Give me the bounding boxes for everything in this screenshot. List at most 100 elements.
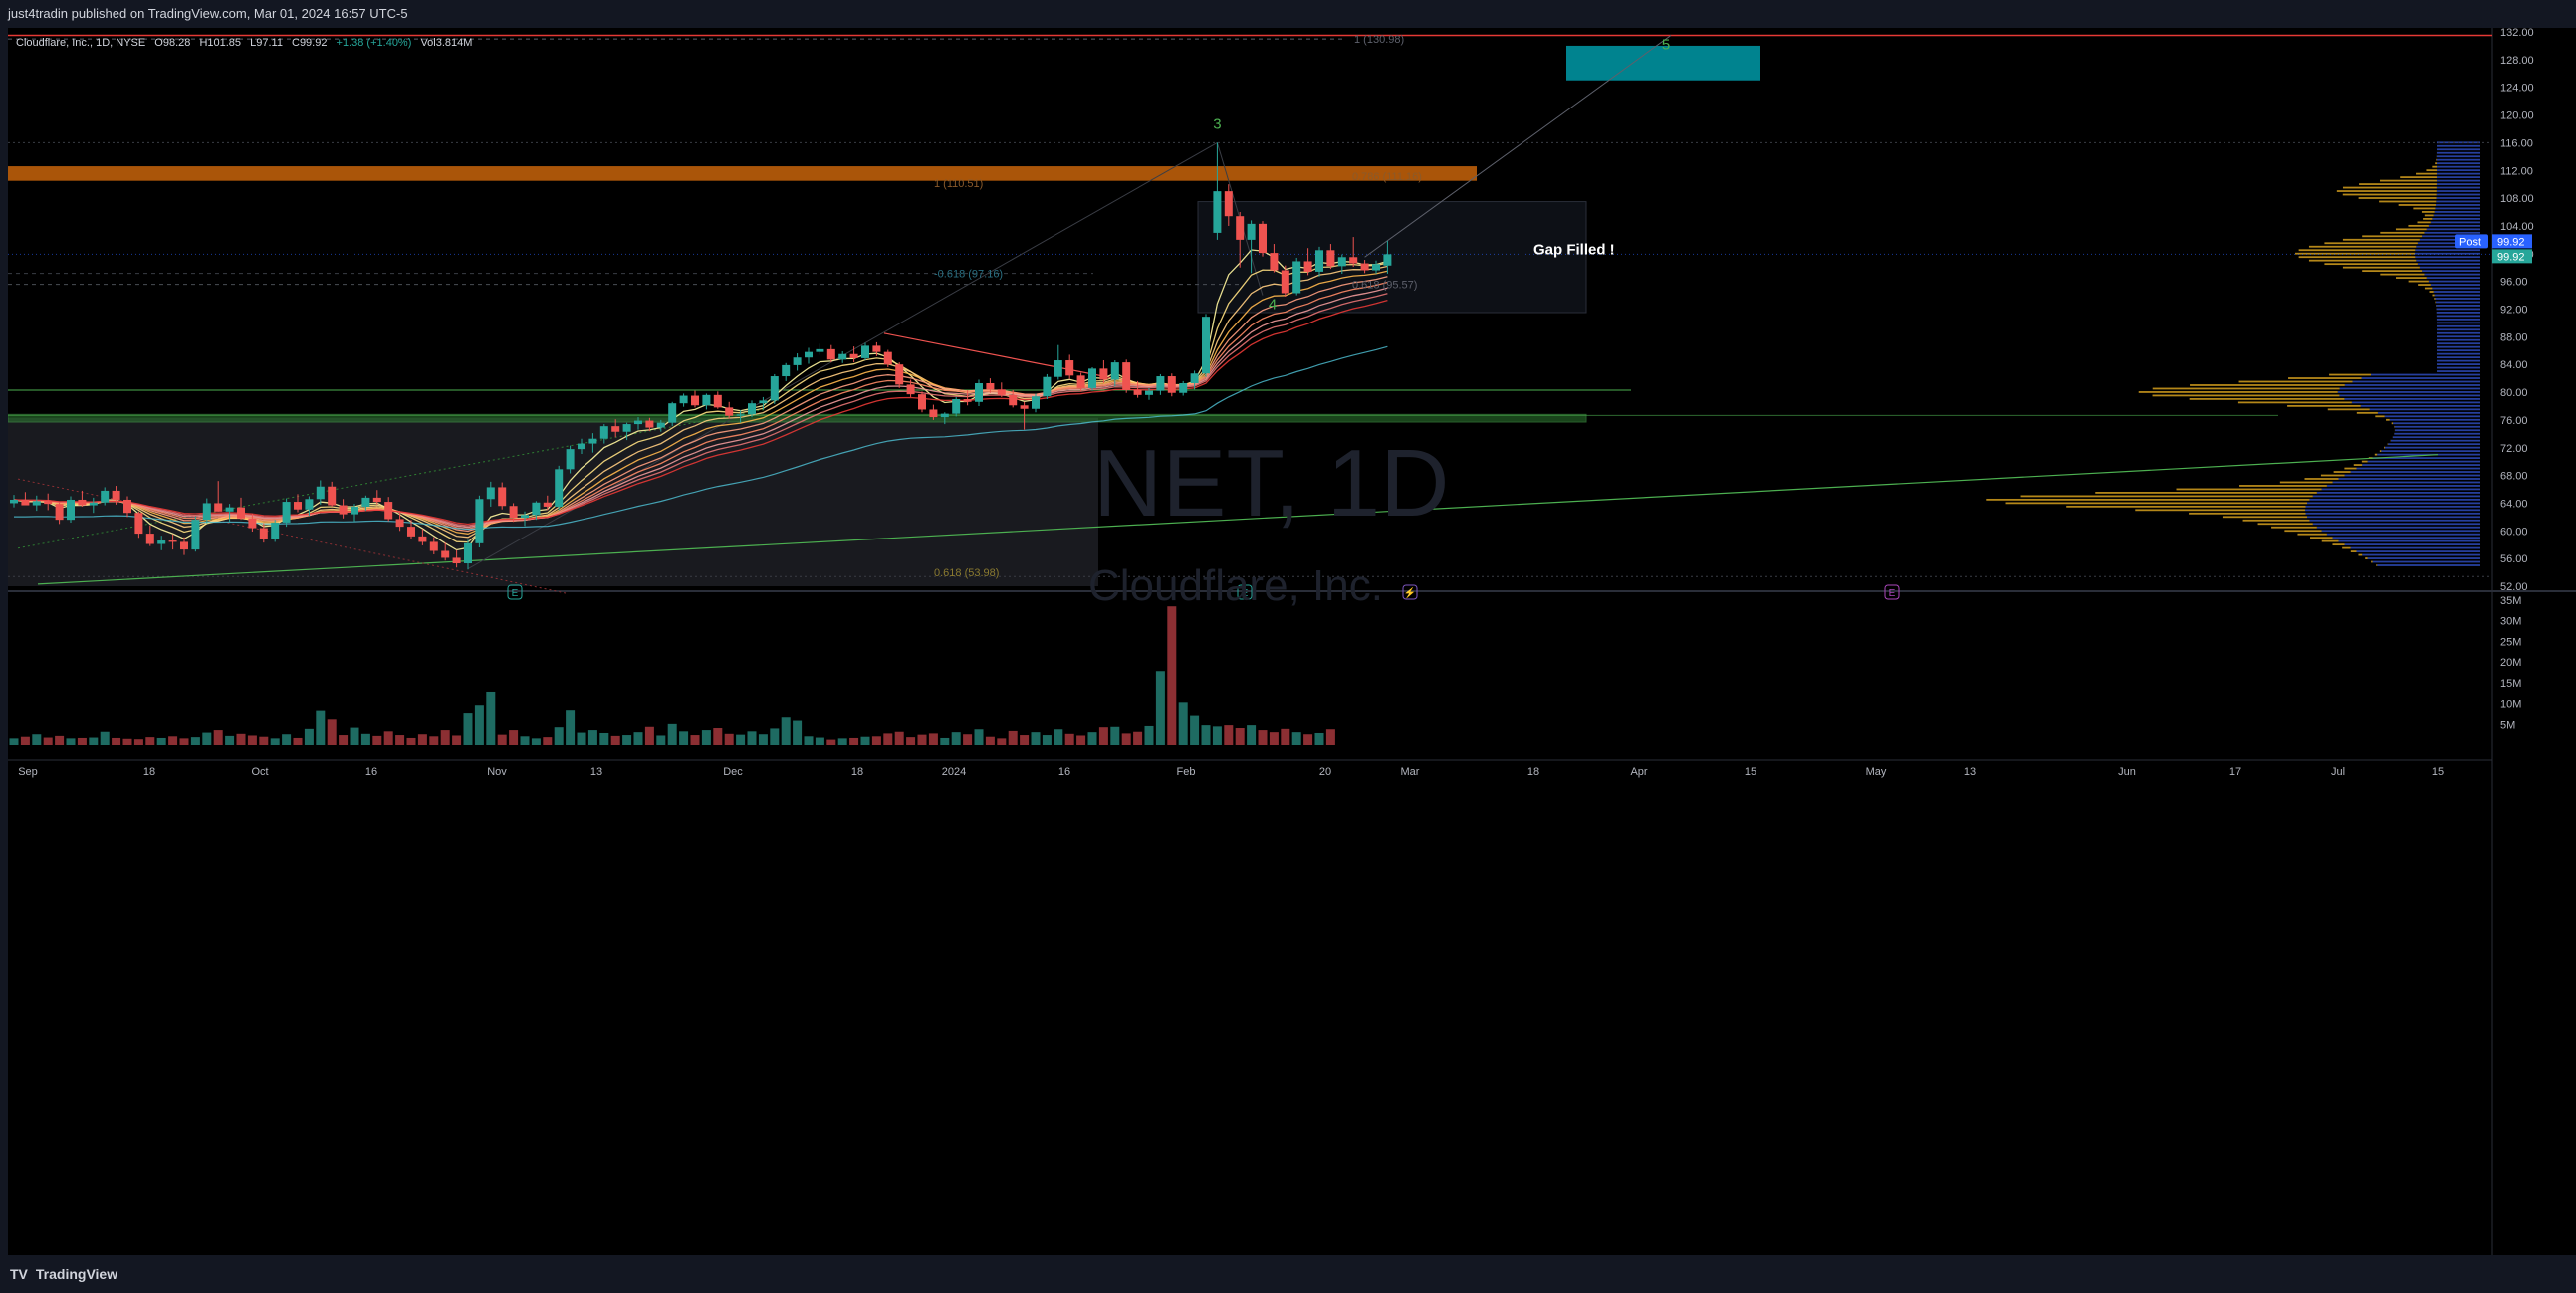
profile-bar-down xyxy=(2237,401,2352,404)
profile-bar-up xyxy=(2371,373,2480,376)
volume-bar xyxy=(667,723,677,745)
time-axis[interactable]: Sep 18 Oct 16 Nov 13 Dec 18 2024 16 Feb 20 Mar 18 Apr 1… xyxy=(18,766,2444,778)
time-tick-label: 18 xyxy=(851,766,863,778)
profile-bar-down xyxy=(2375,415,2385,418)
volume-bar xyxy=(770,728,780,745)
volume-bar xyxy=(1020,735,1030,745)
profile-bar-up xyxy=(2394,432,2480,435)
volume-bar xyxy=(1235,728,1245,745)
fib-1-label: 1 (130.98) xyxy=(1354,34,1404,46)
profile-bar-up xyxy=(2377,411,2480,414)
volume-bar xyxy=(928,733,938,745)
profile-bar-up xyxy=(2436,162,2480,165)
candle-body xyxy=(486,487,495,500)
event-marker-label: E xyxy=(512,588,519,599)
volume-bar xyxy=(213,730,223,745)
volume-bar xyxy=(100,731,110,745)
volume-bar xyxy=(1178,702,1188,745)
profile-bar-up xyxy=(2436,338,2480,341)
time-tick-label: Mar xyxy=(1401,766,1420,778)
profile-bar-up xyxy=(2350,546,2480,549)
volume-bar xyxy=(793,720,803,745)
price-tick-label: 112.00 xyxy=(2500,165,2533,177)
candle-body xyxy=(986,382,995,390)
profile-bar-down xyxy=(2257,523,2313,526)
tradingview-logo[interactable]: TV TradingView xyxy=(10,1266,117,1282)
candle-body xyxy=(168,540,177,542)
volume-bar xyxy=(452,735,462,745)
time-tick-label: 15 xyxy=(1745,766,1756,778)
price-tick-label: 72.00 xyxy=(2500,443,2528,455)
profile-bar-down xyxy=(2421,211,2435,213)
price-tick-label: 128.00 xyxy=(2500,55,2534,67)
profile-bar-down xyxy=(2436,158,2437,161)
chart-pane[interactable]: E E ⚡ E 132.00 128.00 124.00 120.00 116.00 112.0… xyxy=(8,28,2576,1255)
gap-box xyxy=(1197,201,1587,314)
wave-4-5-line xyxy=(1364,35,1672,258)
volume-bar xyxy=(20,736,30,745)
candle-body xyxy=(282,502,291,523)
price-tick-label: 88.00 xyxy=(2500,331,2528,343)
candle-body xyxy=(1043,376,1052,397)
profile-bar-up xyxy=(2367,557,2480,559)
profile-bar-down xyxy=(2298,249,2416,252)
profile-bar-up xyxy=(2430,221,2480,224)
gap-filled-note: Gap Filled ! xyxy=(1533,241,1615,258)
candle-body xyxy=(123,499,131,514)
candle-body xyxy=(1372,264,1380,271)
profile-bar-up xyxy=(2435,207,2480,210)
volume-bar xyxy=(1314,732,1324,745)
volume-bar xyxy=(77,737,87,745)
volume-bar xyxy=(406,737,416,745)
profile-bar-up xyxy=(2436,315,2480,318)
time-tick-label: 18 xyxy=(1527,766,1539,778)
candle-body xyxy=(361,497,370,507)
profile-bar-up xyxy=(2312,523,2480,526)
candle-body xyxy=(1259,223,1267,254)
profile-bar-up xyxy=(2432,287,2480,290)
profile-bar-down xyxy=(2432,294,2435,297)
volume-bar xyxy=(543,737,553,745)
time-tick-label: 16 xyxy=(1058,766,1070,778)
profile-bar-up xyxy=(2372,560,2480,563)
profile-bar-up xyxy=(2428,224,2480,227)
price-tick-label: 120.00 xyxy=(2500,110,2534,122)
profile-bar-down xyxy=(2395,228,2427,231)
ema-slow-line xyxy=(14,345,1388,531)
time-tick-label: 13 xyxy=(1964,766,1976,778)
volume-bar xyxy=(372,735,382,745)
profile-bar-down xyxy=(2386,418,2390,421)
volume-bar xyxy=(815,737,824,745)
profile-bar-up xyxy=(2362,553,2480,556)
volume-bar xyxy=(293,737,303,745)
profile-bar-up xyxy=(2428,280,2480,283)
profile-bar-down xyxy=(2424,287,2433,290)
volume-bar xyxy=(55,735,65,745)
profile-bar-up xyxy=(2356,550,2480,552)
volume-bar xyxy=(168,736,178,745)
price-chart[interactable]: E E ⚡ E 132.00 128.00 124.00 120.00 116.00 112.0… xyxy=(8,28,2576,1255)
profile-bar-up xyxy=(2436,328,2480,331)
profile-bar-up xyxy=(2312,495,2480,498)
volume-bar xyxy=(236,733,246,745)
profile-bar-up xyxy=(2344,474,2480,477)
candle-body xyxy=(816,348,824,352)
candle-body xyxy=(339,505,348,515)
price-tick-label: 108.00 xyxy=(2500,193,2534,205)
volume-bar xyxy=(145,737,155,745)
time-tick-label: Dec xyxy=(723,766,743,778)
candle-body xyxy=(1270,253,1279,271)
candle-body xyxy=(67,499,75,521)
profile-bar-down xyxy=(2434,298,2436,300)
profile-bar-down xyxy=(2417,221,2431,224)
profile-bar-up xyxy=(2339,394,2480,397)
volume-bar xyxy=(1042,735,1052,745)
profile-bar-up xyxy=(2436,183,2480,185)
volume-bar xyxy=(566,710,576,745)
svg-text:Cloudflare, Inc., 1D, NYSE: Cloudflare, Inc., 1D, NYSE O98.28 H101.8… xyxy=(16,37,472,49)
candle-body xyxy=(305,499,314,510)
profile-bar-up xyxy=(2436,179,2480,182)
profile-bar-down xyxy=(2342,238,2420,241)
candle-body xyxy=(294,502,302,510)
